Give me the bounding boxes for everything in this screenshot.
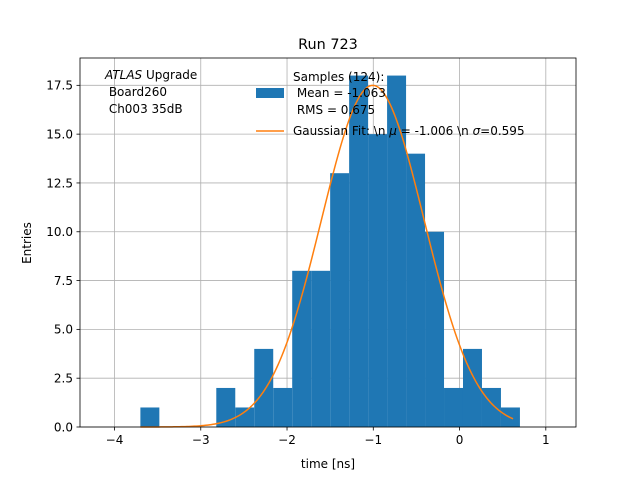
legend-fit-mid: = -1.006 \n	[397, 124, 473, 138]
histogram-bar-10	[330, 173, 350, 427]
histogram-bar-17	[462, 348, 482, 427]
legend-hist-line2: Mean = -1.063	[293, 86, 386, 100]
atlas-annotation-line1: ATLAS Upgrade	[104, 68, 197, 82]
y-tick-label-3: 7.5	[54, 274, 73, 288]
histogram-bar-7	[273, 387, 293, 427]
y-axis-ticks: 0.0 2.5 5.0 7.5 10.0 12.5 15.0 17.5	[46, 79, 80, 434]
histogram-bar-13	[387, 75, 407, 428]
y-tick-label-0: 0.0	[54, 420, 73, 434]
histogram-bar-5	[235, 407, 255, 427]
x-tick-label-0: −4	[106, 433, 124, 447]
x-tick-label-5: 1	[542, 433, 550, 447]
histogram-bar-4	[216, 387, 236, 427]
x-axis-label: time [ns]	[301, 457, 355, 471]
legend-fit-prefix: Gaussian Fit: \n	[293, 124, 389, 138]
atlas-italic-text: ATLAS	[104, 68, 143, 82]
histogram-bar-6	[254, 348, 274, 427]
y-tick-label-1: 2.5	[54, 371, 73, 385]
histogram-bar-9	[311, 270, 331, 427]
legend-hist-line3: RMS = 0.675	[293, 103, 375, 117]
histogram-bar-12	[368, 134, 388, 427]
legend-fit-label: Gaussian Fit: \n μ = -1.006 \n σ=0.595	[293, 124, 525, 138]
y-axis-label: Entries	[20, 222, 34, 264]
atlas-annotation-line3: Ch003 35dB	[105, 102, 183, 116]
histogram-bar-18	[481, 387, 501, 427]
legend-fit-mu: μ	[388, 124, 397, 138]
y-tick-label-4: 10.0	[46, 225, 73, 239]
gaussian-fit-curve	[140, 84, 514, 428]
x-tick-label-2: −2	[278, 433, 296, 447]
y-tick-label-6: 15.0	[46, 127, 73, 141]
chart-title: Run 723	[298, 37, 358, 53]
y-tick-label-7: 17.5	[46, 79, 73, 93]
x-axis-ticks: −4 −3 −2 −1 0 1	[106, 427, 550, 447]
legend: Samples (124): Mean = -1.063 RMS = 0.675…	[256, 70, 525, 138]
histogram-bar-14	[406, 153, 426, 427]
atlas-annotation-line2: Board260	[105, 85, 167, 99]
legend-fit-sigma: σ	[473, 124, 481, 138]
x-tick-label-1: −3	[192, 433, 210, 447]
atlas-upgrade-text: Upgrade	[142, 68, 197, 82]
y-tick-label-5: 12.5	[46, 176, 73, 190]
histogram-bar-16	[444, 387, 463, 427]
histogram-bar-11	[349, 75, 369, 428]
legend-hist-swatch	[256, 88, 284, 98]
x-tick-label-3: −1	[364, 433, 382, 447]
legend-fit-suffix: =0.595	[480, 124, 524, 138]
histogram-bar-0	[140, 407, 160, 427]
y-tick-label-2: 5.0	[54, 323, 73, 337]
axes-frame	[79, 57, 577, 428]
x-tick-label-4: 0	[456, 433, 464, 447]
legend-hist-line1: Samples (124):	[293, 70, 384, 84]
